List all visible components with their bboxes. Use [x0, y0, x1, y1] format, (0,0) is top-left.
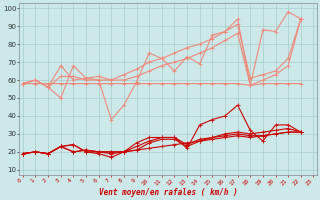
X-axis label: Vent moyen/en rafales ( km/h ): Vent moyen/en rafales ( km/h )	[99, 188, 237, 197]
